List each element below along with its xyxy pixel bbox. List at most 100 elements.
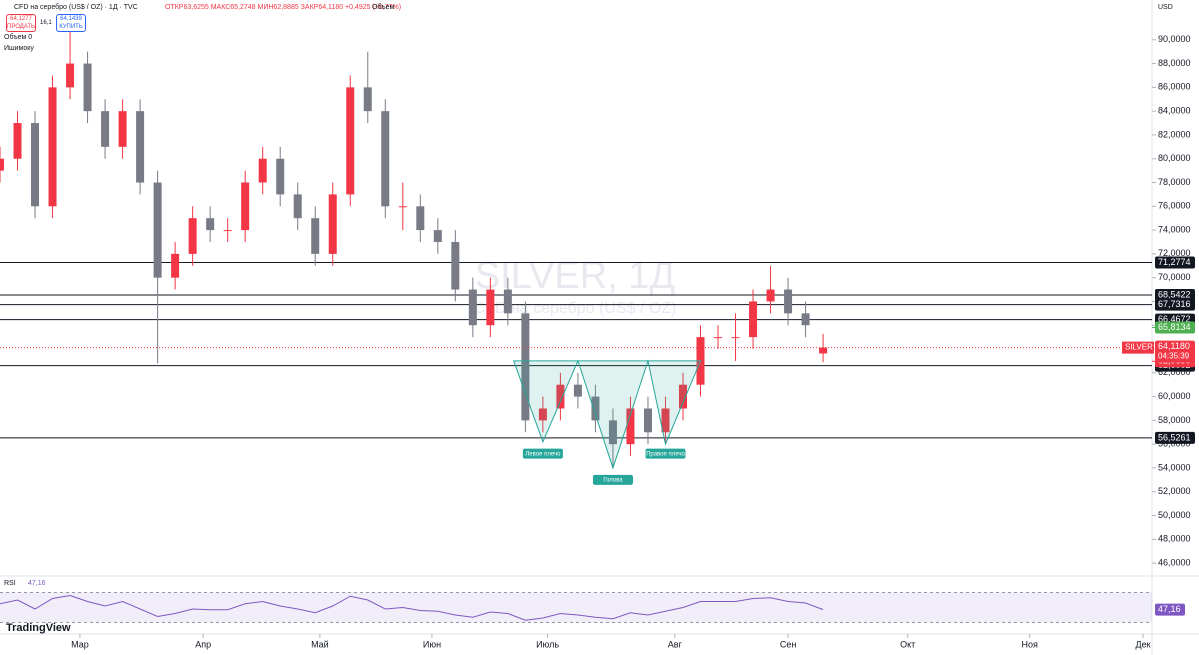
y-tick-label: 46,0000 — [1158, 557, 1191, 567]
annotation-box — [522, 448, 563, 459]
y-tick-label: 86,0000 — [1158, 82, 1191, 92]
candle-body — [591, 396, 600, 421]
rsi-value-box — [1155, 603, 1185, 616]
candle-body — [48, 87, 57, 207]
x-tick-label: Июль — [536, 639, 559, 649]
sell-price: 64,1277 — [10, 16, 32, 22]
y-tick-label: 50,0000 — [1158, 510, 1191, 520]
candle-body — [83, 63, 92, 112]
candle-body — [801, 313, 810, 326]
spread: 16,1 — [40, 20, 52, 26]
candle-body — [573, 384, 582, 397]
rsi-line — [0, 594, 824, 621]
candle-body — [276, 158, 285, 195]
candle-body — [363, 87, 372, 112]
pattern-fill — [512, 358, 702, 470]
price-label-box — [1155, 256, 1195, 269]
candle-body — [521, 313, 530, 421]
candle-body — [468, 289, 477, 326]
y-tick-label: 84,0000 — [1158, 106, 1191, 116]
x-tick-label: Сен — [780, 639, 797, 649]
candle-body — [486, 289, 495, 326]
candle-body — [416, 206, 425, 231]
y-tick-label: 76,0000 — [1158, 201, 1191, 211]
candle-body — [661, 408, 670, 433]
candle-body — [311, 218, 320, 254]
y-tick-label: 60,0000 — [1158, 391, 1191, 401]
x-tick-label: Мар — [71, 639, 89, 649]
y-tick-label: 52,0000 — [1158, 486, 1191, 496]
symbol-title[interactable]: CFD на серебро (US$ / OZ) · 1Д · TVC — [14, 4, 138, 11]
ichimoku-indicator[interactable]: Ишимоку — [4, 45, 34, 52]
candle-body — [678, 384, 687, 409]
brand: TradingView — [6, 622, 71, 634]
x-tick-label: Ноя — [1022, 639, 1039, 649]
annotation-box — [592, 474, 633, 485]
y-tick-label: 88,0000 — [1158, 58, 1191, 68]
candle-body — [714, 337, 723, 339]
y-tick-label: 82,0000 — [1158, 129, 1191, 139]
currency[interactable]: USD — [1158, 4, 1173, 11]
candle-body — [608, 420, 617, 445]
candle-body — [171, 253, 180, 278]
price-label: 67,7316 — [1158, 299, 1191, 309]
buy-button[interactable]: 64,1439 КУПИТЬ — [56, 14, 86, 32]
y-tick-label: 80,0000 — [1158, 153, 1191, 163]
price-label-box — [1155, 431, 1195, 444]
candle-body — [556, 384, 565, 409]
candle-body — [398, 206, 407, 208]
candle-body — [346, 87, 355, 195]
rsi-band-fill — [0, 592, 1152, 623]
rsi-header-value: 47,16 — [28, 580, 46, 587]
x-tick-label: Дек — [1135, 639, 1150, 649]
annotation: Голова — [603, 477, 623, 483]
candle-body — [241, 182, 250, 231]
buy-price: 64,1439 — [60, 16, 82, 22]
candle-body — [766, 289, 775, 302]
candle-body — [13, 123, 22, 159]
y-tick-label: 74,0000 — [1158, 224, 1191, 234]
price-label-box — [1155, 298, 1195, 311]
candle-body — [153, 182, 162, 278]
volume-header: Объем — [372, 4, 395, 11]
x-tick-label: Июн — [423, 639, 441, 649]
y-tick-label: 58,0000 — [1158, 415, 1191, 425]
candle-body — [731, 337, 740, 339]
candle-body — [206, 218, 215, 231]
candle-body — [136, 111, 145, 183]
candle-body — [626, 408, 635, 445]
y-tick-label: 90,0000 — [1158, 34, 1191, 44]
annotation-box — [645, 448, 686, 459]
rsi-name: RSI — [4, 580, 16, 587]
y-tick-label: 54,0000 — [1158, 462, 1191, 472]
candle-body — [101, 111, 110, 147]
candle-body — [643, 408, 652, 433]
price-label: 56,5261 — [1158, 432, 1191, 442]
x-tick-label: Май — [311, 639, 329, 649]
price-label-box — [1155, 288, 1195, 301]
candle-body — [784, 289, 793, 314]
ohlc-header: ОТКР63,6255 МАКС65,2748 МИН62,8885 ЗАКР6… — [165, 4, 402, 11]
sell-label: ПРОДАТЬ — [7, 24, 35, 30]
candle-body — [223, 230, 232, 232]
price-label: 68,5422 — [1158, 289, 1191, 299]
candle-body — [819, 347, 828, 354]
candle-body — [258, 158, 267, 183]
y-tick-label: 72,0000 — [1158, 248, 1191, 258]
price-label: 71,2774 — [1158, 257, 1191, 267]
candle-body — [328, 194, 337, 254]
x-tick-label: Апр — [195, 639, 211, 649]
candle-body — [538, 408, 547, 421]
last-price-symbol-box — [1122, 341, 1154, 354]
last-price-box — [1155, 340, 1195, 363]
sell-button[interactable]: 64,1277 ПРОДАТЬ — [6, 14, 36, 32]
candle-body — [0, 158, 4, 171]
volume-indicator[interactable]: Объем 0 — [4, 34, 33, 41]
candle-body — [433, 230, 442, 242]
y-tick-label: 62,0000 — [1158, 367, 1191, 377]
price-label: 66,4672 — [1158, 314, 1191, 324]
candle-body — [381, 111, 390, 207]
candle-body — [451, 241, 460, 290]
